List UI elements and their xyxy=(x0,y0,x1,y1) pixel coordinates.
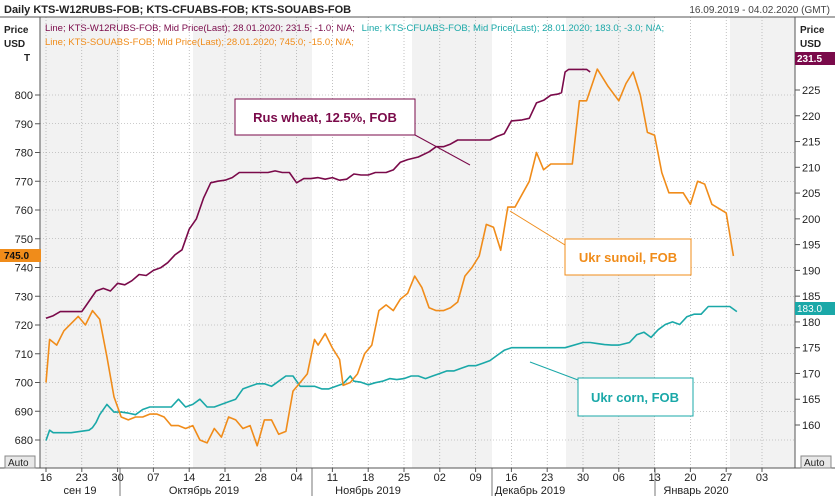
x-tick-label: 06 xyxy=(613,472,625,484)
right-tick-label: 220 xyxy=(802,111,820,123)
month-label: Ноябрь 2019 xyxy=(335,485,401,496)
legend-corn: Line; KTS-CFUABS-FOB; Mid Price(Last); 2… xyxy=(362,23,665,34)
x-tick-label: 14 xyxy=(183,472,195,484)
x-tick-label: 20 xyxy=(684,472,696,484)
right-tick-label: 160 xyxy=(802,420,820,432)
sunoil-badge: 745.0 xyxy=(4,251,29,262)
right-tick-label: 170 xyxy=(802,368,820,380)
x-tick-label: 21 xyxy=(219,472,231,484)
left-tick-label: 680 xyxy=(15,435,33,447)
auto-button-right-bg[interactable] xyxy=(800,455,832,469)
right-tick-label: 195 xyxy=(802,240,820,252)
corn-callout-box xyxy=(577,377,694,417)
x-tick-label: 30 xyxy=(111,472,123,484)
right-tick-label: 165 xyxy=(802,394,820,406)
x-tick-label: 07 xyxy=(147,472,159,484)
left-tick-label: 780 xyxy=(15,148,33,160)
chart-title: Daily KTS-W12RUBS-FOB; KTS-CFUABS-FOB; K… xyxy=(4,4,351,16)
legend-wheat: Line; KTS-W12RUBS-FOB; Mid Price(Last); … xyxy=(45,23,355,34)
sunoil-callout: Ukr sunoil, FOB xyxy=(579,250,677,265)
x-tick-label: 28 xyxy=(255,472,267,484)
x-tick-label: 16 xyxy=(40,472,52,484)
right-tick-label: 185 xyxy=(802,291,820,303)
left-tick-label: 760 xyxy=(15,205,33,217)
series-layer xyxy=(45,68,738,447)
corn-callout: Ukr corn, FOB xyxy=(591,390,679,405)
left-axis-ticks: 680 690 700 710 720 730 740 750 760 770 780 790 800 xyxy=(15,90,40,447)
month-band-4 xyxy=(730,17,795,468)
month-band-1 xyxy=(193,17,312,468)
month-label: Декабрь 2019 xyxy=(495,485,565,496)
left-tick-label: 770 xyxy=(15,176,33,188)
sunoil-callout-line xyxy=(509,210,566,246)
left-tick-label: 730 xyxy=(15,291,33,303)
auto-button-left[interactable]: Auto xyxy=(8,458,29,469)
month-band-2 xyxy=(412,17,492,468)
left-tick-label: 700 xyxy=(15,378,33,390)
left-axis-title-3: T xyxy=(24,53,30,64)
wheat-badge: 231.5 xyxy=(797,54,822,65)
date-range: 16.09.2019 - 04.02.2020 (GMT) xyxy=(689,5,830,16)
wheat-callout: Rus wheat, 12.5%, FOB xyxy=(253,110,397,125)
month-band-0 xyxy=(40,17,120,468)
sunoil-callout-box xyxy=(564,238,692,276)
legend-line-1: Line; KTS-W12RUBS-FOB; Mid Price(Last); … xyxy=(45,23,664,34)
x-tick-label: 23 xyxy=(541,472,553,484)
left-tick-label: 720 xyxy=(15,320,33,332)
right-tick-label: 210 xyxy=(802,162,820,174)
x-axis-ticks: 1623300714212804111825020916233006132027… xyxy=(40,468,768,496)
wheat-callout-line xyxy=(414,134,471,166)
x-tick-label: 16 xyxy=(505,472,517,484)
month-label: Январь 2020 xyxy=(663,485,728,496)
right-tick-label: 205 xyxy=(802,188,820,200)
x-tick-label: 04 xyxy=(290,472,302,484)
left-tick-label: 690 xyxy=(15,406,33,418)
left-axis-title-1: Price xyxy=(4,25,29,36)
corn-callout-line xyxy=(529,361,579,381)
wheat-series-line xyxy=(45,68,591,320)
corn-badge-bg xyxy=(795,302,835,315)
wheat-badge-bg xyxy=(795,52,835,65)
x-tick-label: 18 xyxy=(362,472,374,484)
right-tick-label: 225 xyxy=(802,85,820,97)
month-label: сен 19 xyxy=(64,485,97,496)
right-axis-ticks: 160 165 170 175 180 185 190 195 200 205 210 215 220 2… xyxy=(795,85,820,432)
x-tick-label: 11 xyxy=(327,472,338,484)
left-tick-label: 790 xyxy=(15,119,33,131)
corn-series-line xyxy=(45,305,738,441)
left-tick-label: 740 xyxy=(15,263,33,275)
right-tick-label: 180 xyxy=(802,317,820,329)
legend-sunoil: Line; KTS-SOUABS-FOB; Mid Price(Last); 2… xyxy=(45,37,354,48)
auto-button-right[interactable]: Auto xyxy=(804,458,825,469)
x-tick-label: 02 xyxy=(434,472,446,484)
x-tick-label: 30 xyxy=(577,472,589,484)
sunoil-series-line xyxy=(45,68,735,447)
month-label: Октябрь 2019 xyxy=(169,485,239,496)
x-tick-label: 25 xyxy=(398,472,410,484)
right-axis-title-2: USD xyxy=(800,39,821,50)
auto-button-left-bg[interactable] xyxy=(4,455,36,469)
right-tick-label: 200 xyxy=(802,214,820,226)
corn-badge: 183.0 xyxy=(797,304,822,315)
right-tick-label: 175 xyxy=(802,343,820,355)
wheat-callout-box xyxy=(234,98,416,136)
left-axis-title-2: USD xyxy=(4,39,25,50)
x-tick-label: 27 xyxy=(720,472,732,484)
x-tick-label: 09 xyxy=(469,472,481,484)
right-tick-label: 215 xyxy=(802,137,820,149)
x-tick-label: 03 xyxy=(756,472,768,484)
left-tick-label: 750 xyxy=(15,234,33,246)
right-axis-title-1: Price xyxy=(800,25,825,36)
right-tick-label: 190 xyxy=(802,265,820,277)
x-axis-month-labels: сен 19 Октябрь 2019 Ноябрь 2019 Декабрь 201… xyxy=(64,485,729,496)
x-tick-label: 23 xyxy=(76,472,88,484)
sunoil-badge-bg xyxy=(0,249,41,262)
left-tick-label: 710 xyxy=(15,349,33,361)
left-tick-label: 800 xyxy=(15,90,33,102)
